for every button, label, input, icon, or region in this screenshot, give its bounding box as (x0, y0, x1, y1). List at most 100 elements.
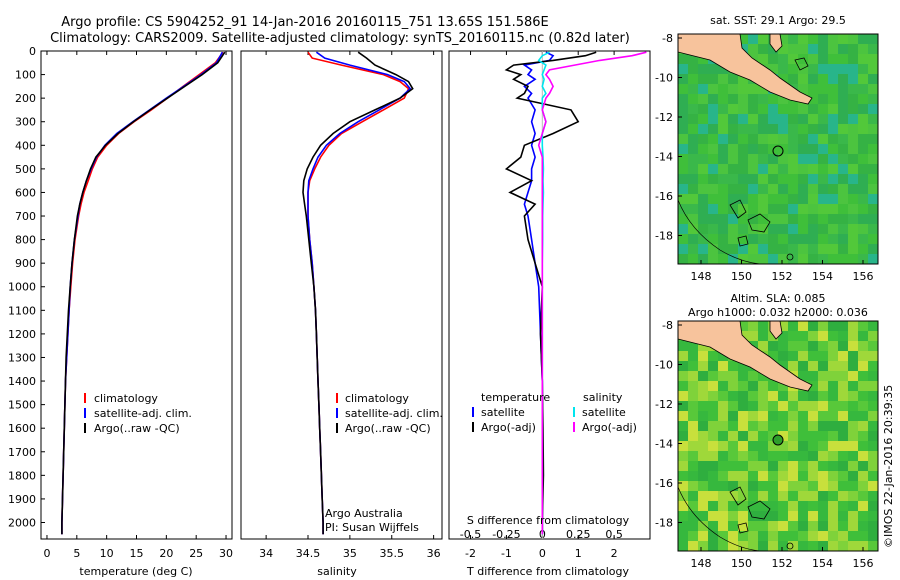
sla-cell (798, 521, 808, 531)
sst-cell (698, 64, 708, 74)
sla-cell (728, 441, 738, 451)
sst-cell (678, 224, 688, 234)
sst-cell (728, 144, 738, 154)
island (769, 321, 783, 340)
sla-cell (838, 401, 848, 411)
t-difference-tick-label: 2 (611, 547, 618, 560)
sla-cell (838, 391, 848, 401)
sla-cell (838, 411, 848, 421)
sla-cell (818, 511, 828, 521)
sst-cell (688, 64, 698, 74)
sla-cell (748, 531, 758, 541)
sst-cell (678, 154, 688, 164)
s-difference-tick-label: -0.5 (460, 528, 481, 541)
sla-cell (778, 431, 788, 441)
depth-tick-label: 1500 (8, 399, 36, 412)
sla-cell (768, 501, 778, 511)
sst-cell (828, 134, 838, 144)
figure-title-line2: Climatology: CARS2009. Satellite-adjuste… (50, 31, 630, 46)
sst-cell (708, 194, 718, 204)
sst-cell (788, 54, 798, 64)
sla-cell (748, 491, 758, 501)
sla-cell (758, 481, 768, 491)
sla-cell (818, 361, 828, 371)
sst-cell (848, 94, 858, 104)
sla-cell (848, 321, 858, 331)
sst-cell (738, 244, 748, 254)
sst-cell (818, 214, 828, 224)
sla-cell (848, 351, 858, 361)
sla-cell (818, 491, 828, 501)
sst-cell (748, 174, 758, 184)
sst-cell (818, 184, 828, 194)
sst-cell (718, 114, 728, 124)
sst-cell (768, 244, 778, 254)
sla-cell (828, 321, 838, 331)
sst-cell (838, 114, 848, 124)
sla-cell (808, 531, 818, 541)
sla-cell (818, 401, 828, 411)
sla-cell (718, 361, 728, 371)
sst-map-frame (677, 33, 879, 265)
sla-cell (758, 501, 768, 511)
sst-cell (868, 104, 878, 114)
sst-cell (788, 204, 798, 214)
sla-cell (848, 481, 858, 491)
sla-cell (838, 351, 848, 361)
sst-cell (868, 124, 878, 134)
sla-cell (728, 491, 738, 501)
depth-tick-label: 400 (15, 139, 36, 152)
sst-cell (868, 234, 878, 244)
sla-cell (738, 361, 748, 371)
sla-cell (758, 431, 768, 441)
lat-tick-label: -10 (655, 359, 673, 372)
profile-location-marker (772, 145, 784, 157)
sst-cell (828, 164, 838, 174)
sla-cell (718, 441, 728, 451)
sla-cell (868, 511, 878, 521)
sst-cell (848, 194, 858, 204)
sla-cell (838, 431, 848, 441)
sla-cell (698, 471, 708, 481)
sst-cell (798, 184, 808, 194)
sla-cell (698, 541, 708, 551)
sla-cell (678, 441, 688, 451)
sst-cell (688, 174, 698, 184)
sla-cell (758, 491, 768, 501)
sla-cell (868, 461, 878, 471)
sst-cell (788, 224, 798, 234)
sst-cell (678, 124, 688, 134)
sst-cell (758, 244, 768, 254)
sst-cell (748, 104, 758, 114)
sst-cell (698, 194, 708, 204)
sla-cell (768, 471, 778, 481)
sla-cell (728, 381, 738, 391)
temperature-tick-label: 10 (100, 547, 114, 560)
t-difference-xlabel: T difference from climatology (466, 565, 629, 578)
sst-cell (858, 184, 868, 194)
sla-cell (798, 441, 808, 451)
sst-cell (818, 134, 828, 144)
sst-cell (738, 184, 748, 194)
sla-cell (838, 321, 848, 331)
sla-cell (868, 501, 878, 511)
sst-cell (838, 254, 848, 264)
s-difference-tick-label: 0.5 (605, 528, 623, 541)
sla-cell (828, 391, 838, 401)
sla-cell (698, 501, 708, 511)
sla-cell (788, 341, 798, 351)
sst-cell (848, 244, 858, 254)
sla-cell (678, 491, 688, 501)
sla-cell (748, 451, 758, 461)
sst-cell (858, 124, 868, 134)
sla-cell (858, 401, 868, 411)
sla-cell (748, 331, 758, 341)
sla-cell (718, 421, 728, 431)
sst-cell (728, 174, 738, 184)
sst-cell (688, 94, 698, 104)
sst-cell (768, 204, 778, 214)
depth-tick-label: 1000 (8, 281, 36, 294)
sla-cell (718, 381, 728, 391)
sla-cell (718, 541, 728, 551)
sla-cell (788, 481, 798, 491)
